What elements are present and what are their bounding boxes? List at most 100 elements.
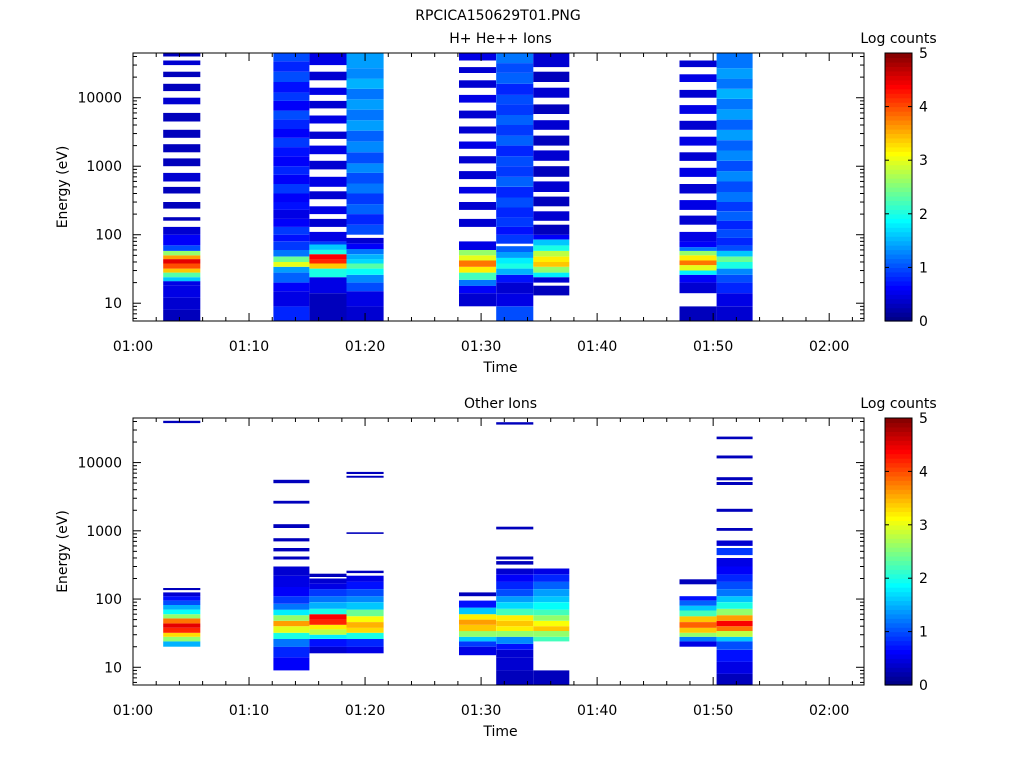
colorbar-segment — [885, 426, 912, 432]
heatmap-cell — [163, 618, 201, 624]
x-tick-label: 01:30 — [461, 339, 501, 355]
colorbar-segment — [885, 294, 912, 300]
heatmap-cell — [533, 596, 570, 603]
heatmap-cell — [163, 259, 201, 264]
colorbar-segment — [885, 462, 912, 468]
heatmap-cell — [679, 627, 717, 633]
heatmap-cell — [716, 566, 753, 575]
heatmap-cell — [163, 172, 201, 182]
heatmap-cell — [309, 589, 347, 597]
heatmap-cell — [716, 211, 753, 221]
colorbar-segment — [885, 271, 912, 277]
heatmap-cell — [716, 53, 753, 69]
colorbar-frame — [884, 52, 913, 322]
colorbar-segment — [885, 671, 912, 677]
heatmap-cell — [496, 649, 534, 658]
heatmap-cell — [679, 605, 717, 611]
colorbar-segment — [885, 440, 912, 446]
heatmap-cell — [309, 573, 347, 577]
y-axis-label: Energy (eV) — [55, 146, 71, 229]
heatmap-cell — [679, 215, 717, 225]
heatmap-cell — [273, 596, 310, 604]
heatmap-cell — [309, 578, 347, 584]
heatmap-cell — [163, 592, 201, 597]
heatmap-cell — [346, 609, 384, 617]
heatmap-cell — [716, 293, 753, 307]
heatmap-cell — [679, 250, 717, 256]
heatmap-cell — [716, 477, 753, 481]
colorbar-segment — [885, 604, 912, 610]
heatmap-cell — [163, 609, 201, 615]
heatmap-cell — [679, 60, 717, 68]
heatmap-cell — [273, 100, 310, 111]
heatmap-cell — [346, 141, 384, 153]
colorbar-tick-label: 0 — [919, 314, 928, 330]
colorbar-segment — [885, 173, 912, 179]
heatmap-cell — [309, 583, 347, 590]
heatmap-cell — [163, 217, 201, 221]
colorbar-segment — [885, 155, 912, 161]
heatmap-cell — [273, 306, 310, 321]
colorbar-segment — [885, 298, 912, 304]
colorbar-segment — [885, 591, 912, 597]
heatmap-cell — [273, 92, 310, 101]
colorbar-segment — [885, 240, 912, 246]
colorbar-segment — [885, 622, 912, 628]
heatmap-cell — [346, 78, 384, 89]
heatmap-cell — [459, 646, 497, 656]
colorbar-segment — [885, 178, 912, 184]
colorbar-segment — [885, 254, 912, 260]
heatmap-cell — [309, 131, 347, 139]
heatmap-cell — [716, 661, 753, 674]
colorbar-segment — [885, 53, 912, 59]
colorbar-segment — [885, 529, 912, 535]
heatmap-cell — [533, 602, 570, 610]
heatmap-cell — [496, 620, 534, 627]
colorbar-segment — [885, 191, 912, 197]
heatmap-cell — [679, 184, 717, 194]
heatmap-cell — [679, 152, 717, 161]
colorbar-segment — [885, 276, 912, 282]
heatmap-cell — [459, 285, 497, 294]
heatmap-cell — [459, 67, 497, 73]
x-tick-label: 01:50 — [693, 703, 733, 719]
heatmap-cell — [163, 623, 201, 628]
heatmap-cell — [273, 174, 310, 184]
heatmap-cell — [309, 241, 347, 245]
heatmap-cell — [163, 71, 201, 78]
heatmap-cell — [163, 53, 201, 57]
heatmap-cell — [496, 636, 534, 644]
colorbar-segment — [885, 88, 912, 94]
colorbar-segment — [885, 200, 912, 206]
colorbar-segment — [885, 137, 912, 143]
heatmap-cell — [496, 207, 534, 218]
heatmap-cell — [346, 254, 384, 260]
heatmap-cell — [679, 636, 717, 642]
heatmap-cell — [346, 88, 384, 100]
colorbar-segment — [885, 466, 912, 472]
heatmap-cell — [309, 145, 347, 155]
heatmap-cell — [163, 129, 201, 138]
heatmap-cell — [496, 63, 534, 73]
heatmap-cell — [496, 631, 534, 637]
colorbar-segment — [885, 79, 912, 85]
colorbar-segment — [885, 312, 912, 318]
heatmap-cell — [496, 263, 534, 269]
colorbar-segment — [885, 564, 912, 570]
heatmap-cell — [309, 244, 347, 250]
heatmap-cell — [459, 636, 497, 642]
heatmap-cell — [533, 211, 570, 221]
heatmap-cell — [273, 615, 310, 621]
heatmap-cell — [459, 126, 497, 134]
heatmap-cell — [679, 167, 717, 177]
colorbar-segment — [885, 538, 912, 544]
colorbar-segment — [885, 236, 912, 242]
heatmap-cell — [679, 622, 717, 628]
heatmap-cell — [309, 176, 347, 187]
heatmap-cell — [309, 100, 347, 109]
heatmap-cell — [346, 224, 384, 235]
heatmap-cell — [679, 200, 717, 210]
colorbar-segment — [885, 489, 912, 495]
colorbar-tick-label: 3 — [919, 518, 928, 534]
